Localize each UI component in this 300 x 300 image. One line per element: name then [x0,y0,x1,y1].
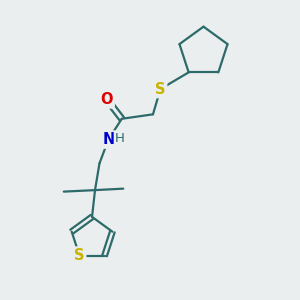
Text: O: O [101,92,113,107]
Text: S: S [155,82,166,97]
Text: S: S [74,248,85,263]
Text: N: N [102,132,115,147]
Text: H: H [115,132,124,145]
